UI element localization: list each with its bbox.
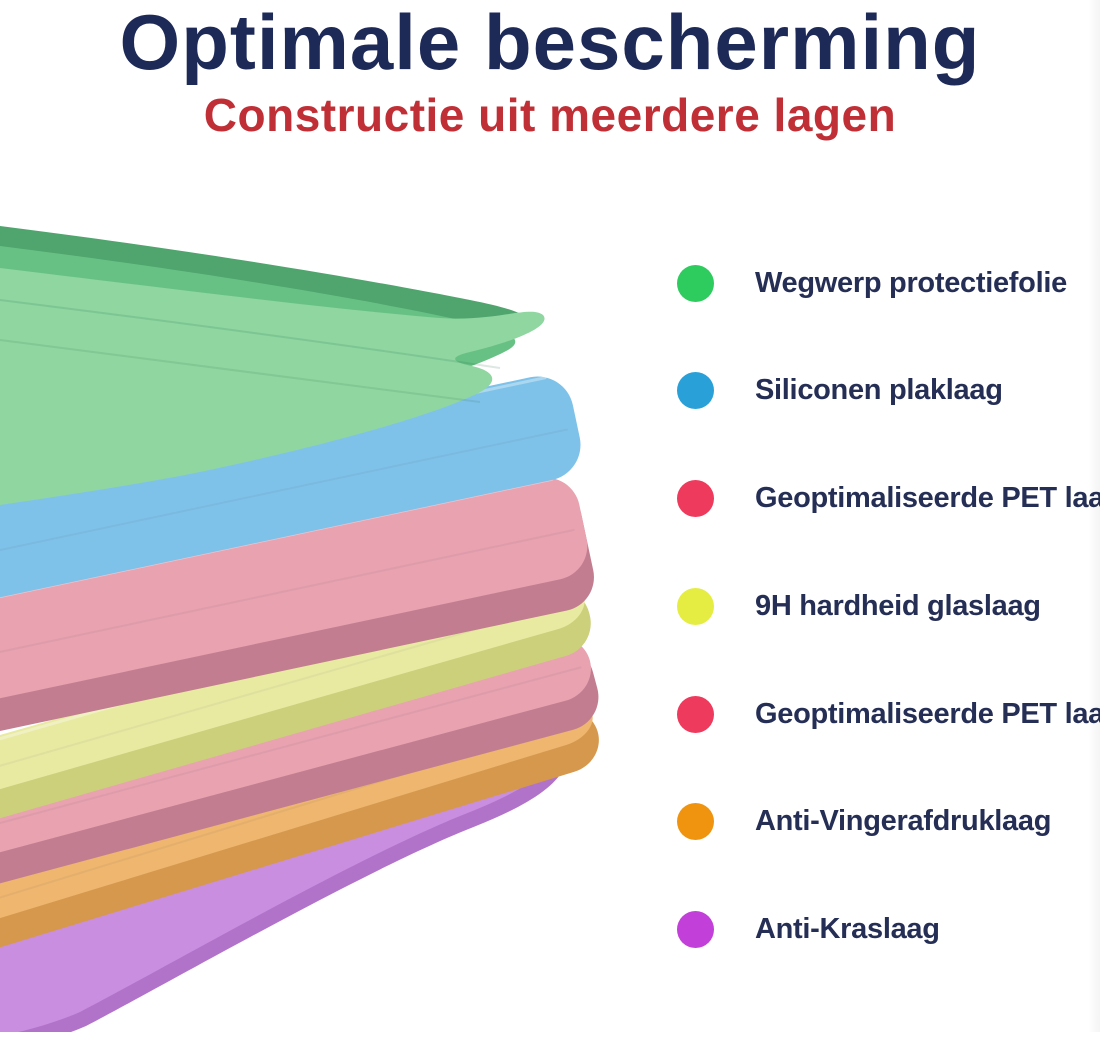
legend-item-label: Siliconen plaklaag xyxy=(755,374,1003,407)
legend-item: Siliconen plaklaag xyxy=(677,364,1100,418)
layer-color-dot-icon xyxy=(677,264,714,302)
right-edge-shade xyxy=(1088,0,1100,1032)
legend-item: 9H hardheid glaslaag xyxy=(677,579,1100,633)
layer-protectiefolie xyxy=(0,226,545,505)
layer-color-dot-icon xyxy=(677,911,714,949)
legend-item: Geoptimaliseerde PET laag xyxy=(677,472,1100,526)
layer-stack-diagram xyxy=(0,226,599,1037)
page-title: Optimale bescherming xyxy=(119,0,981,86)
legend: Wegwerp protectiefolie Siliconen plaklaa… xyxy=(677,256,1100,1011)
legend-item-label: Geoptimaliseerde PET laag xyxy=(755,482,1100,515)
layer-color-dot-icon xyxy=(677,803,714,841)
page-subtitle: Constructie uit meerdere lagen xyxy=(203,89,897,141)
layer-color-dot-icon xyxy=(677,372,714,410)
legend-item: Geoptimaliseerde PET laag xyxy=(677,687,1100,741)
legend-item: Anti-Vingerafdruklaag xyxy=(677,795,1100,849)
legend-item: Wegwerp protectiefolie xyxy=(677,256,1100,310)
legend-item-label: 9H hardheid glaslaag xyxy=(755,589,1041,622)
layer-color-dot-icon xyxy=(677,695,714,733)
layer-color-dot-icon xyxy=(677,587,714,625)
legend-item: Anti-Kraslaag xyxy=(677,903,1100,957)
layer-glaslaag xyxy=(0,577,591,1037)
legend-item-label: Geoptimaliseerde PET laag xyxy=(755,697,1100,730)
layer-color-dot-icon xyxy=(677,480,714,518)
header: Optimale bescherming Constructie uit mee… xyxy=(0,0,1100,140)
legend-item-label: Anti-Vingerafdruklaag xyxy=(755,805,1052,838)
legend-item-label: Anti-Kraslaag xyxy=(755,913,940,946)
layer-stack-svg xyxy=(0,226,599,1037)
legend-item-label: Wegwerp protectiefolie xyxy=(755,266,1067,299)
